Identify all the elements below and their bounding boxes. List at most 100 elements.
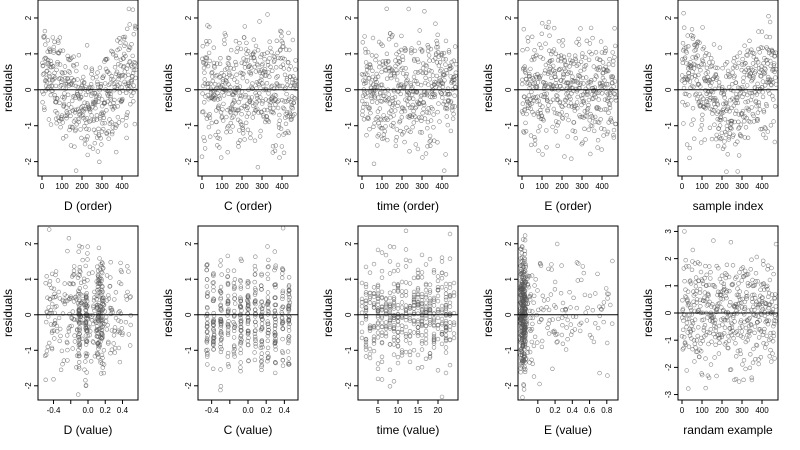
data-point [132,23,138,29]
data-point [692,261,698,266]
data-point [437,119,442,124]
data-point [704,303,710,308]
data-point [64,333,70,338]
data-point [399,115,404,120]
data-point [88,359,94,364]
data-point [126,269,131,274]
data-point [538,107,543,113]
data-point [692,62,698,68]
data-point [519,81,525,87]
data-point [427,77,433,82]
data-point [735,139,740,144]
data-point [435,322,441,328]
data-point [443,152,448,157]
data-point [368,110,373,116]
data-point [588,25,594,31]
data-point [370,68,375,74]
data-point [560,323,565,328]
data-point [85,328,90,334]
data-point [420,66,426,71]
data-point [204,321,210,326]
y-tick-label: -2 [504,382,513,390]
data-point [739,278,744,283]
data-point [383,124,388,129]
data-point [97,294,102,299]
data-point [291,100,296,106]
y-tick-label: 0 [24,87,33,92]
data-point [518,246,523,252]
data-point [551,84,556,89]
data-point [415,267,421,273]
data-point [768,123,774,128]
data-point [204,338,209,344]
data-point [280,349,285,354]
data-point [106,82,112,88]
data-point [253,344,258,349]
data-point [435,278,441,284]
scatter-points [518,233,615,400]
data-point [76,364,82,369]
data-point [530,54,536,60]
data-point [111,100,116,106]
data-point [434,73,439,79]
data-point [397,60,402,65]
data-point [702,323,708,328]
data-point [608,302,613,308]
x-tick-label: 0.6 [584,406,596,415]
data-point [521,387,527,392]
data-point [391,325,397,330]
data-point [365,115,371,120]
data-point [400,105,405,111]
data-point [736,281,741,286]
data-point [395,306,401,311]
data-point [737,325,743,331]
data-point [688,63,694,69]
data-point [571,120,577,125]
data-point [708,327,713,332]
data-point [218,387,223,393]
data-point [383,297,389,302]
data-point [419,130,425,135]
data-point [403,280,409,285]
data-point [525,274,530,280]
data-point [83,378,88,383]
data-point [109,48,114,54]
data-point [553,51,558,56]
data-point [359,320,365,326]
data-point [771,61,777,66]
data-point [542,83,548,89]
data-point [228,65,233,71]
data-point [61,101,67,107]
data-point [683,287,688,292]
data-point [686,264,691,269]
data-point [736,126,741,131]
data-point [265,295,271,300]
data-point [406,6,411,12]
data-point [238,278,243,283]
data-point [363,315,369,320]
data-point [581,67,587,72]
data-point [101,370,107,376]
data-point [430,91,435,97]
data-point [71,281,76,287]
data-point [751,74,756,79]
data-point [269,50,274,55]
data-point [76,366,82,371]
data-point [722,129,728,135]
data-point [400,57,406,62]
data-point [260,101,265,106]
data-point [82,100,87,105]
data-point [682,229,687,234]
data-point [55,278,61,283]
data-point [562,57,567,63]
data-point [773,66,778,72]
data-point [268,45,273,51]
data-point [50,328,55,334]
data-point [253,334,258,339]
data-point [556,38,562,44]
data-point [122,79,127,85]
data-point [691,136,697,141]
data-point [570,79,576,84]
